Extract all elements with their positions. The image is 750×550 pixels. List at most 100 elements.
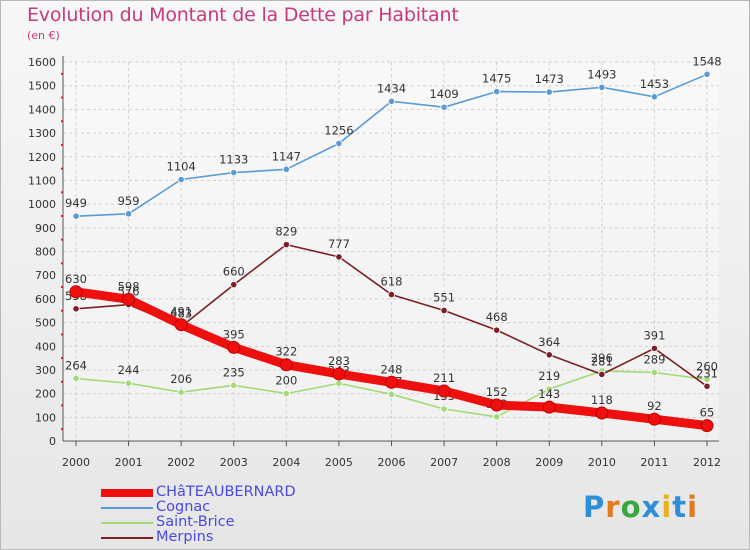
x-tick-label: 2010	[588, 456, 616, 469]
logo-letter: P	[583, 490, 606, 524]
data-label-merpins: 829	[275, 225, 297, 239]
data-point-ch-teaubernard	[174, 318, 188, 332]
data-point-saint-brice	[493, 413, 501, 421]
legend-label-cognac: Cognac	[156, 499, 211, 515]
data-label-saint-brice: 200	[275, 374, 297, 388]
y-tick-label: 800	[35, 246, 56, 259]
x-tick-label: 2001	[115, 456, 143, 469]
y-minor-tick	[61, 120, 63, 123]
data-label-ch-teaubernard: 65	[700, 406, 715, 420]
data-point-merpins	[230, 281, 238, 289]
data-label-cognac: 1147	[272, 149, 301, 163]
data-point-merpins	[650, 344, 659, 352]
y-tick-label: 0	[49, 435, 56, 448]
data-label-ch-teaubernard: 491	[170, 305, 192, 319]
x-tick-label: 2003	[220, 456, 248, 469]
proxiti-logo: Proxiti	[583, 490, 698, 524]
data-point-cognac	[440, 103, 448, 111]
data-point-ch-teaubernard	[332, 367, 346, 381]
y-minor-tick	[61, 72, 63, 75]
data-point-saint-brice	[335, 379, 343, 388]
y-tick-label: 900	[35, 222, 56, 235]
data-point-ch-teaubernard	[437, 384, 451, 398]
data-point-cognac	[650, 93, 659, 101]
logo-letter: o	[620, 490, 642, 524]
data-label-merpins: 281	[591, 354, 613, 368]
data-label-cognac: 959	[118, 194, 140, 208]
logo-letter: t	[672, 490, 688, 524]
x-tick-label: 2011	[640, 456, 668, 469]
y-tick-label: 1100	[28, 174, 56, 187]
x-tick-label: 2009	[535, 456, 563, 469]
data-label-ch-teaubernard: 152	[486, 385, 508, 399]
data-label-merpins: 231	[696, 366, 718, 380]
y-minor-tick	[61, 167, 63, 170]
data-point-saint-brice	[230, 381, 238, 389]
data-label-merpins: 777	[328, 237, 350, 251]
data-point-merpins	[493, 326, 501, 334]
y-minor-tick	[61, 333, 63, 336]
data-label-saint-brice: 235	[223, 365, 245, 379]
x-tick-label: 2000	[62, 456, 90, 469]
data-point-ch-teaubernard	[227, 340, 241, 354]
data-point-ch-teaubernard	[595, 406, 609, 420]
data-label-saint-brice: 244	[118, 363, 140, 377]
logo-letter: x	[641, 490, 662, 524]
data-label-cognac: 949	[65, 196, 87, 210]
logo-letter: i	[687, 490, 699, 524]
data-label-ch-teaubernard: 395	[223, 327, 245, 341]
y-tick-label: 500	[35, 317, 56, 330]
legend-label-saint-brice: Saint-Brice	[156, 514, 235, 530]
data-point-cognac	[703, 70, 711, 78]
data-point-cognac	[387, 97, 396, 105]
y-minor-tick	[61, 262, 63, 265]
data-point-ch-teaubernard	[279, 358, 293, 372]
data-label-cognac: 1473	[535, 72, 564, 86]
y-minor-tick	[61, 428, 63, 431]
data-label-ch-teaubernard: 283	[328, 354, 350, 368]
data-point-cognac	[493, 88, 501, 96]
data-point-merpins	[335, 253, 343, 261]
y-minor-tick	[61, 143, 63, 146]
data-point-saint-brice	[440, 405, 448, 413]
data-label-cognac: 1104	[167, 159, 196, 173]
data-label-saint-brice: 260	[696, 359, 718, 373]
data-label-ch-teaubernard: 322	[275, 345, 297, 359]
data-label-cognac: 1256	[324, 123, 353, 137]
data-point-saint-brice	[650, 368, 659, 377]
data-label-merpins: 618	[381, 275, 403, 289]
x-tick-label: 2012	[693, 456, 721, 469]
data-label-saint-brice: 296	[591, 351, 613, 365]
data-label-saint-brice: 206	[170, 372, 192, 386]
legend-label-merpins: Merpins	[156, 529, 214, 545]
data-label-ch-teaubernard: 598	[118, 279, 140, 293]
y-minor-tick	[61, 357, 63, 360]
data-label-merpins: 660	[223, 265, 245, 279]
data-label-saint-brice: 289	[643, 353, 665, 367]
x-tick-label: 2004	[272, 456, 300, 469]
y-minor-tick	[61, 404, 63, 407]
y-minor-tick	[61, 191, 63, 194]
data-label-cognac: 1133	[219, 153, 248, 167]
chart-title: Evolution du Montant de la Dette par Hab…	[27, 4, 459, 26]
data-label-ch-teaubernard: 92	[647, 399, 662, 413]
legend-swatch-chateaubernard	[101, 489, 153, 497]
data-point-merpins	[440, 306, 448, 315]
y-minor-tick	[61, 238, 63, 241]
y-minor-tick	[61, 286, 63, 289]
chart-subtitle: (en €)	[27, 29, 60, 42]
data-point-ch-teaubernard	[122, 292, 136, 306]
y-tick-label: 1000	[28, 198, 56, 211]
y-tick-label: 1400	[28, 103, 56, 116]
y-tick-label: 400	[35, 340, 56, 353]
data-point-ch-teaubernard	[700, 419, 714, 433]
y-tick-label: 100	[35, 411, 56, 424]
data-point-saint-brice	[124, 379, 133, 387]
logo-letter: i	[661, 490, 673, 524]
x-tick-label: 2005	[325, 456, 353, 469]
y-minor-tick	[61, 96, 63, 99]
data-point-cognac	[282, 165, 290, 173]
data-label-merpins: 391	[643, 328, 665, 342]
